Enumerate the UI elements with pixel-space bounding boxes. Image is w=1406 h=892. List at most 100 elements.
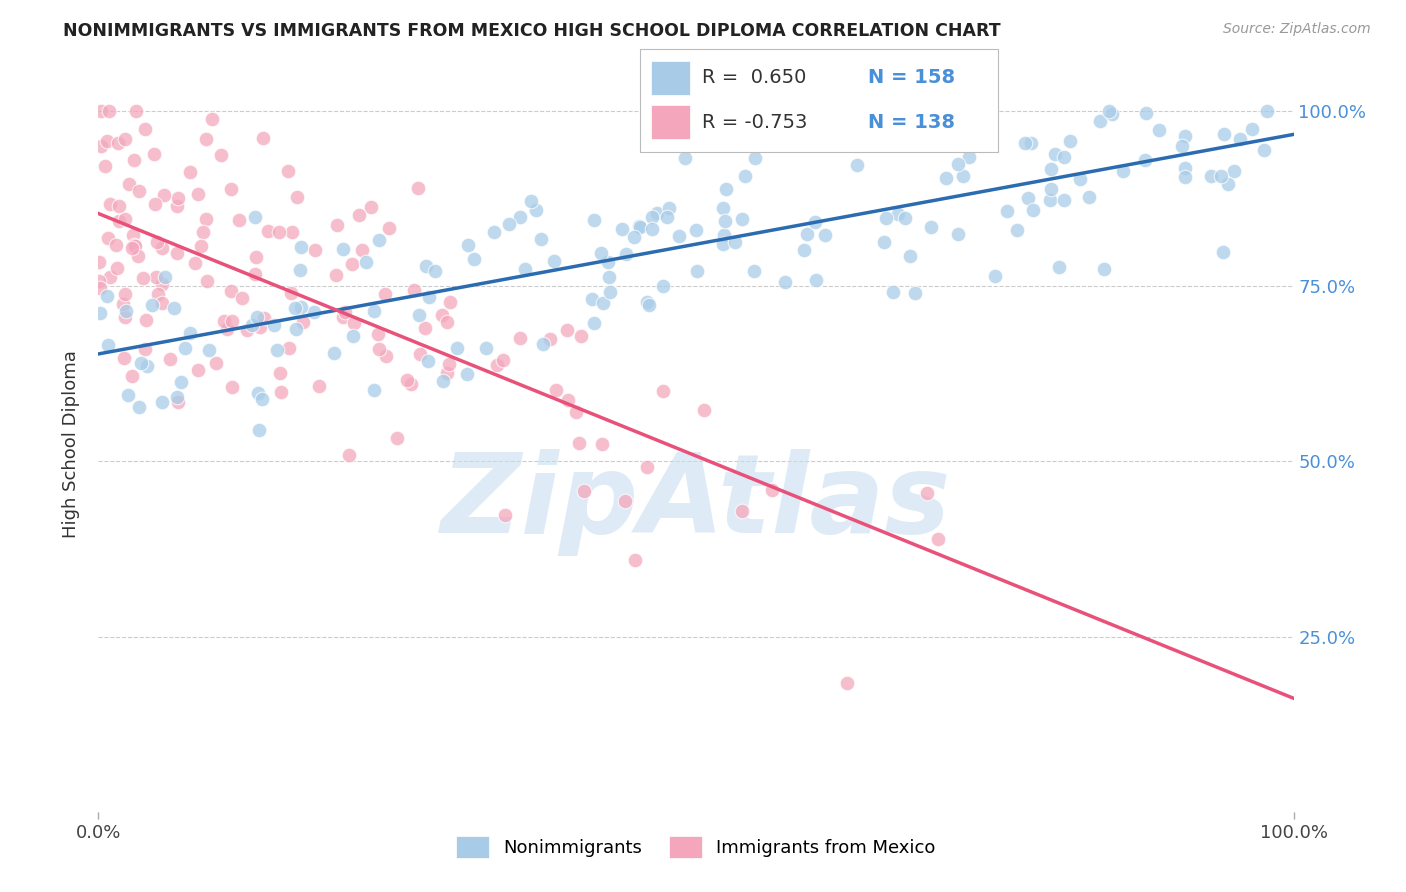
Point — [335, 305, 357, 319]
Point — [153, 188, 176, 202]
Point — [1053, 150, 1076, 164]
Point — [252, 131, 274, 145]
Point — [524, 202, 547, 217]
Point — [486, 359, 509, 373]
Point — [946, 156, 969, 170]
Point — [114, 310, 136, 325]
Point — [437, 357, 460, 371]
Point — [456, 368, 478, 382]
Point — [179, 165, 201, 179]
Point — [1017, 190, 1039, 204]
Point — [266, 343, 288, 357]
Point — [837, 675, 859, 690]
Point — [651, 279, 673, 293]
Point — [136, 359, 159, 373]
Point — [845, 158, 868, 172]
Point — [246, 310, 269, 324]
Point — [668, 229, 690, 244]
Point — [332, 242, 354, 256]
Point — [90, 139, 112, 153]
Point — [253, 310, 276, 325]
Point — [173, 341, 195, 355]
Point — [114, 286, 136, 301]
Point — [1022, 202, 1045, 217]
Point — [195, 274, 218, 288]
Point — [221, 380, 243, 394]
Point — [935, 170, 957, 185]
Point — [614, 494, 637, 508]
Point — [367, 326, 389, 341]
Point — [436, 366, 458, 380]
Point — [920, 132, 942, 146]
Point — [413, 321, 436, 335]
Point — [96, 289, 118, 303]
Point — [105, 238, 128, 252]
Point — [569, 328, 592, 343]
Point — [150, 241, 173, 255]
Point — [304, 244, 326, 258]
Point — [87, 255, 110, 269]
Point — [190, 239, 212, 253]
Point — [655, 210, 678, 224]
Point — [187, 363, 209, 377]
Point — [598, 269, 620, 284]
Point — [245, 250, 267, 264]
Point — [96, 134, 118, 148]
Point — [945, 103, 967, 118]
Point — [1240, 122, 1263, 136]
Point — [1256, 103, 1278, 118]
Point — [201, 112, 224, 126]
Point — [457, 237, 479, 252]
Point — [515, 262, 537, 277]
Point — [270, 384, 292, 399]
Point — [1043, 147, 1066, 161]
Point — [285, 321, 308, 335]
Point — [1019, 136, 1042, 151]
Point — [219, 182, 242, 196]
Point — [475, 341, 498, 355]
Point — [494, 508, 516, 522]
Point — [775, 276, 797, 290]
Point — [599, 285, 621, 299]
Point — [544, 383, 567, 397]
Point — [212, 313, 235, 327]
Point — [686, 263, 709, 277]
Point — [596, 255, 619, 269]
Point — [249, 319, 271, 334]
Point — [572, 484, 595, 499]
Point — [87, 275, 110, 289]
Point — [135, 312, 157, 326]
Point — [628, 220, 651, 235]
Point — [804, 273, 827, 287]
Point — [796, 227, 818, 241]
Point — [583, 212, 606, 227]
Point — [731, 211, 754, 226]
Point — [284, 301, 307, 315]
Point — [498, 217, 520, 231]
Point — [150, 277, 173, 292]
Point — [439, 295, 461, 310]
Point — [281, 225, 304, 239]
Text: ZipAtlas: ZipAtlas — [440, 450, 952, 556]
Text: R = -0.753: R = -0.753 — [702, 112, 807, 132]
Point — [128, 184, 150, 198]
Point — [378, 220, 401, 235]
Point — [1216, 177, 1239, 191]
Point — [108, 214, 131, 228]
Text: R =  0.650: R = 0.650 — [702, 68, 806, 87]
Point — [402, 283, 425, 297]
Point — [350, 244, 373, 258]
Point — [915, 485, 938, 500]
Point — [408, 308, 430, 322]
Point — [1069, 172, 1091, 186]
Point — [374, 349, 396, 363]
Point — [167, 191, 190, 205]
Point — [337, 449, 360, 463]
Point — [484, 225, 506, 239]
Point — [1133, 153, 1156, 167]
Point — [1201, 169, 1223, 183]
Point — [623, 229, 645, 244]
Point — [1213, 127, 1236, 141]
Point — [360, 200, 382, 214]
Point — [647, 206, 669, 220]
